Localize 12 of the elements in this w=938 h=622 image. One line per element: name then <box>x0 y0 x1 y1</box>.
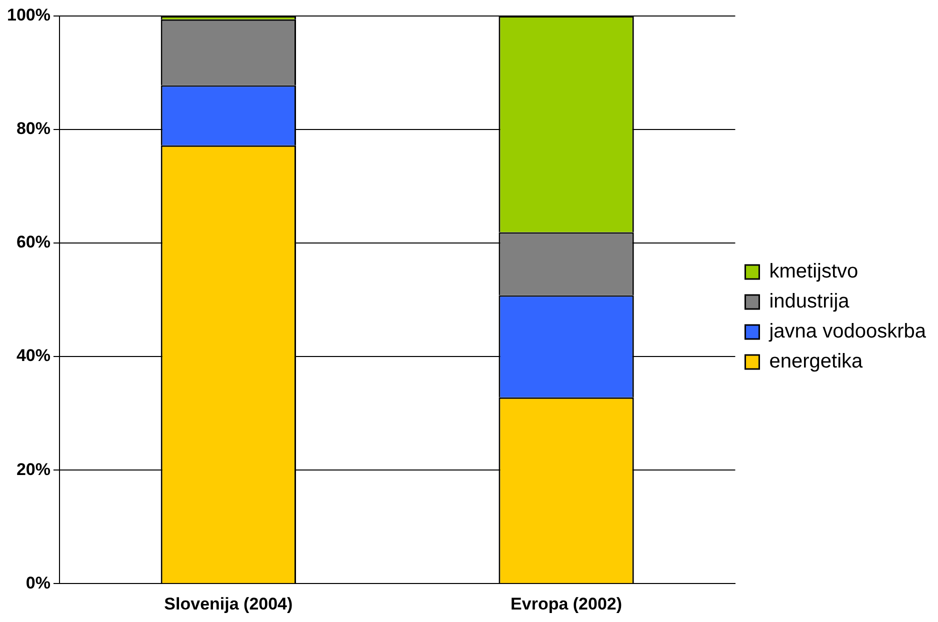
legend-label: industrija <box>769 290 850 313</box>
legend-label: javna vodooskrba <box>768 320 927 343</box>
y-tick-label: 0% <box>26 573 50 592</box>
y-tick-label: 80% <box>16 119 50 138</box>
y-tick-label: 40% <box>16 346 50 366</box>
legend-label: kmetijstvo <box>769 260 858 283</box>
x-tick-label: Slovenija (2004) <box>164 594 293 614</box>
y-tick-label: 60% <box>16 232 50 252</box>
legend-label: energetika <box>769 350 864 373</box>
x-tick-label: Evropa (2002) <box>510 594 622 614</box>
y-tick-label: 100% <box>6 6 50 25</box>
y-tick-label: 20% <box>16 460 50 479</box>
